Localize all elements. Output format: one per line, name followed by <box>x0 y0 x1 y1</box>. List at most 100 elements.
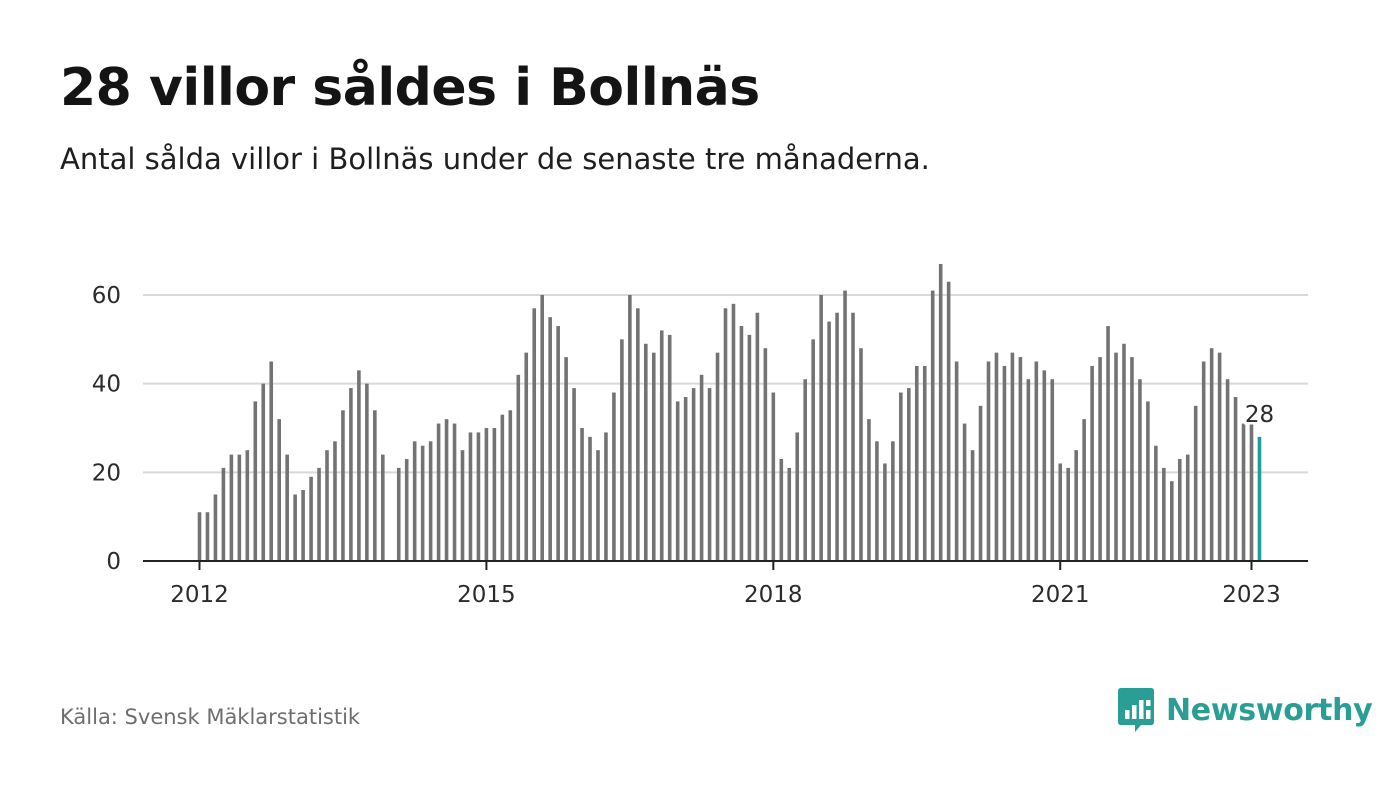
bar-chart-speech-bubble-icon <box>1118 688 1154 732</box>
bar <box>699 374 704 561</box>
bar <box>588 436 592 561</box>
bar <box>381 454 385 561</box>
bar <box>1050 379 1055 561</box>
bar <box>922 365 927 561</box>
bar <box>1201 361 1206 561</box>
bar <box>731 303 736 561</box>
bar <box>715 352 720 561</box>
bar <box>636 308 640 561</box>
bar <box>644 343 648 561</box>
bar <box>261 383 266 561</box>
bar <box>1058 463 1063 561</box>
bar <box>683 396 688 561</box>
bar <box>404 459 409 561</box>
bar <box>516 374 521 561</box>
bar <box>221 467 226 561</box>
bar <box>883 463 887 561</box>
bar <box>349 388 353 561</box>
bar <box>596 450 600 561</box>
bar <box>946 281 951 561</box>
source-note: Källa: Svensk Mäklarstatistik <box>60 705 361 729</box>
bar <box>811 339 815 561</box>
bar <box>1185 454 1190 561</box>
bar <box>891 441 895 561</box>
bar <box>412 441 417 561</box>
bar <box>763 348 768 561</box>
bar <box>962 423 967 561</box>
x-tick-label: 2023 <box>1222 582 1281 608</box>
brand-logo: Newsworthy <box>1118 688 1373 732</box>
bar <box>707 388 712 561</box>
bar <box>620 339 624 561</box>
bar <box>907 388 911 561</box>
data-labels: 28 <box>1242 399 1276 430</box>
x-axis-ticks: 2012 2015 2018 2021 2023 <box>170 561 1281 608</box>
bar <box>277 419 281 561</box>
bar <box>580 428 584 561</box>
bar <box>954 361 959 561</box>
bar <box>1177 459 1182 561</box>
bar <box>835 312 839 561</box>
x-tick-label: 2021 <box>1031 582 1090 608</box>
bar <box>508 410 513 561</box>
bar <box>755 312 760 561</box>
bar <box>859 348 863 561</box>
bar <box>651 352 656 561</box>
bar <box>572 388 576 561</box>
bar <box>317 467 321 561</box>
y-axis-ticks: 0 20 40 60 <box>92 283 121 575</box>
bar <box>564 357 568 561</box>
bar <box>333 441 337 561</box>
bar <box>899 392 903 561</box>
bar <box>938 263 943 561</box>
bar <box>548 317 552 561</box>
bar <box>484 428 489 561</box>
bar <box>1074 450 1078 561</box>
bar <box>253 401 258 561</box>
bar <box>357 370 361 561</box>
bar <box>867 419 871 561</box>
y-tick-label: 0 <box>106 549 121 575</box>
bar <box>970 450 975 561</box>
bar <box>930 290 935 561</box>
x-tick-label: 2015 <box>457 582 516 608</box>
bar <box>1090 365 1094 561</box>
bar <box>747 334 752 561</box>
bar <box>444 419 449 561</box>
bar <box>771 392 776 561</box>
bar <box>779 459 784 561</box>
bar <box>229 454 234 561</box>
bar <box>301 490 305 561</box>
bar <box>723 308 728 561</box>
bar <box>1233 396 1238 561</box>
bar <box>659 330 664 561</box>
bar <box>1225 379 1230 561</box>
bar <box>373 410 377 561</box>
y-tick-label: 60 <box>92 283 121 309</box>
bar <box>460 450 465 561</box>
bar-chart: 0 20 40 60 2012 2015 2018 2021 2023 28 <box>92 263 1308 608</box>
bar <box>492 428 497 561</box>
bar <box>205 512 210 561</box>
y-tick-label: 20 <box>92 460 121 486</box>
bar <box>604 432 608 561</box>
bars <box>197 263 1262 561</box>
bar <box>819 295 823 561</box>
bar <box>237 454 242 561</box>
bar <box>691 388 696 561</box>
bar <box>1106 326 1110 561</box>
bar <box>628 295 632 561</box>
bar <box>827 321 831 561</box>
bar <box>1193 405 1198 561</box>
bar <box>1217 352 1222 561</box>
bar <box>803 379 807 561</box>
bar <box>341 410 345 561</box>
bar <box>1146 401 1150 561</box>
bar <box>994 352 999 561</box>
bar <box>468 432 473 561</box>
bar <box>1066 467 1070 561</box>
bar <box>1138 379 1142 561</box>
bar <box>667 334 672 561</box>
bar <box>420 445 425 561</box>
bar <box>476 432 481 561</box>
